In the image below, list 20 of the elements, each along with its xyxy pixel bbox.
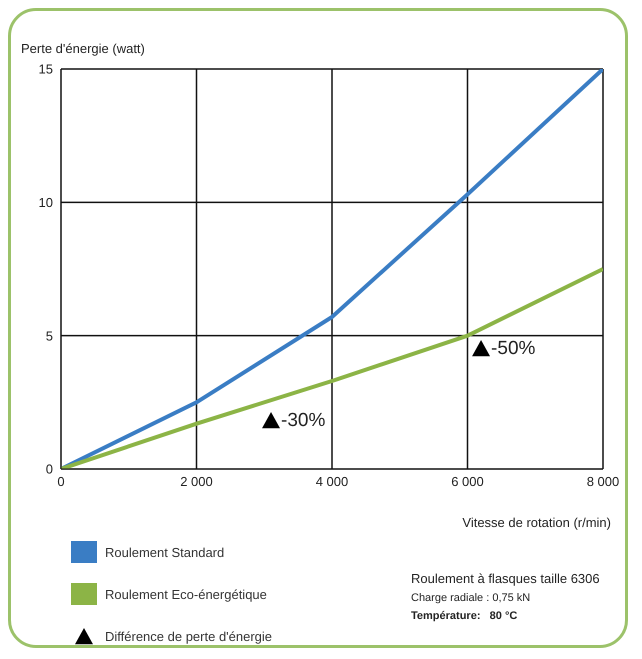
annotation: -30%	[281, 410, 326, 431]
text: Température: 80 °C	[411, 610, 518, 622]
legend-label: Roulement Eco-énergétique	[105, 586, 267, 602]
y-axis-title: Perte d'énergie (watt)	[21, 41, 145, 56]
y-tick-label: 15	[38, 62, 53, 77]
text: Charge radiale : 0,75 kN	[411, 592, 532, 604]
x-tick-label: 8 000	[586, 474, 620, 490]
x-tick-label: 6 000	[451, 474, 484, 490]
x-axis-title: Vitesse de rotation (r/min)	[462, 515, 611, 530]
y-tick-label: 10	[38, 194, 53, 210]
text: Roulement à flasques taille 6306	[411, 571, 600, 586]
y-tick-label: 5	[46, 328, 53, 344]
legend-label: Différence de perte d'énergie	[105, 628, 272, 644]
line-series	[61, 69, 603, 469]
y-tick-label: 0	[46, 462, 53, 477]
x-tick-label: 0	[57, 474, 65, 490]
x-tick-label: 2 000	[180, 474, 213, 490]
x-tick-label: 4 000	[316, 474, 348, 490]
legend-label: Roulement Standard	[105, 544, 224, 560]
annotation: -50%	[491, 338, 536, 359]
